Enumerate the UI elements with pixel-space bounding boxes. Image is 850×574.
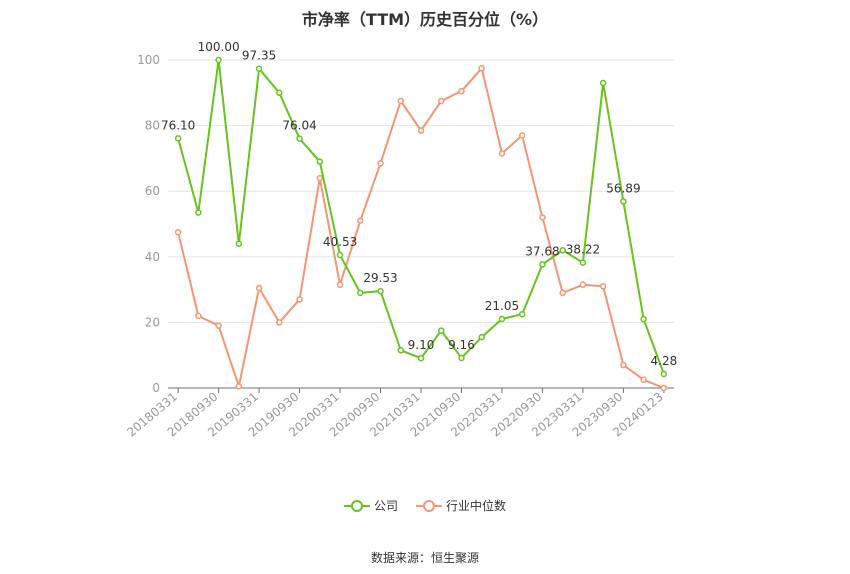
data-label: 56.89 <box>606 181 640 195</box>
legend: 公司 行业中位数 <box>0 497 850 514</box>
source-note: 数据来源：恒生聚源 <box>370 551 479 565</box>
data-label: 76.10 <box>161 118 195 132</box>
y-tick-label: 80 <box>145 119 160 133</box>
data-point <box>518 310 526 318</box>
data-point <box>174 228 182 236</box>
data-point <box>599 283 607 290</box>
data-point <box>599 79 607 87</box>
data-point <box>437 97 445 105</box>
data-label: 4.28 <box>651 354 678 368</box>
data-point <box>660 384 668 392</box>
y-tick-label: 0 <box>152 381 160 395</box>
chart-canvas: 0 20 40 60 80 100 201803312018093020190331201… <box>124 40 677 440</box>
data-point <box>559 289 566 297</box>
y-tick-label: 60 <box>145 184 160 198</box>
data-point <box>579 281 587 288</box>
data-point <box>518 132 526 139</box>
data-point <box>640 376 647 384</box>
data-point <box>215 56 222 64</box>
data-point <box>255 284 263 292</box>
data-point <box>620 198 627 205</box>
data-point <box>357 217 364 224</box>
data-point <box>478 64 485 72</box>
data-point <box>296 135 303 142</box>
data-point <box>559 246 566 254</box>
data-point <box>458 354 465 362</box>
data-point <box>195 209 202 216</box>
data-point <box>276 319 283 326</box>
data-point <box>174 135 182 142</box>
data-label: 9.10 <box>408 338 435 352</box>
data-point <box>397 347 405 354</box>
data-label: 9.16 <box>448 338 475 352</box>
y-tick-label: 40 <box>145 250 160 264</box>
legend-label-company: 公司 <box>373 499 398 513</box>
data-point <box>336 281 344 288</box>
data-label: 37.68 <box>525 244 559 258</box>
legend-swatch-industry <box>416 499 442 512</box>
data-label: 29.53 <box>363 271 397 285</box>
data-point <box>417 354 425 362</box>
data-point <box>235 383 243 390</box>
data-label: 38.22 <box>566 243 600 257</box>
data-point <box>660 370 668 378</box>
data-point <box>417 127 425 134</box>
data-point <box>235 240 243 247</box>
data-point <box>195 312 202 320</box>
data-point <box>336 251 344 259</box>
data-point <box>316 174 324 182</box>
data-point <box>397 97 405 105</box>
data-point <box>579 259 587 266</box>
data-label: 21.05 <box>485 299 519 313</box>
y-tick-label: 20 <box>145 315 160 329</box>
data-point <box>458 87 465 95</box>
x-axis: 2018033120180930201903312019093020200331… <box>124 387 674 440</box>
data-point <box>539 261 546 268</box>
data-label: 76.04 <box>282 119 316 133</box>
data-label: 40.53 <box>323 235 357 249</box>
data-point <box>437 327 445 334</box>
y-tick-label: 100 <box>137 53 160 67</box>
data-point <box>296 296 303 303</box>
data-point <box>640 315 647 323</box>
series-industry <box>174 64 668 392</box>
data-point <box>539 214 546 221</box>
data-point <box>498 315 506 323</box>
data-point <box>316 158 324 165</box>
data-point <box>377 160 384 167</box>
data-point <box>255 65 263 72</box>
data-point <box>498 150 506 157</box>
chart-title: 市净率（TTM）历史百分位（%） <box>301 10 549 29</box>
data-point <box>377 287 384 295</box>
legend-item-company[interactable]: 公司 <box>343 497 398 514</box>
data-point <box>276 89 283 97</box>
data-point <box>357 289 364 297</box>
data-label: 97.35 <box>242 49 276 63</box>
data-point <box>620 361 627 369</box>
legend-label-industry: 行业中位数 <box>446 499 507 513</box>
legend-item-industry[interactable]: 行业中位数 <box>416 497 506 514</box>
data-point <box>478 333 485 341</box>
series-company <box>174 56 668 378</box>
y-axis-labels: 0 20 40 60 80 100 <box>137 53 160 395</box>
data-label: 100.00 <box>198 40 240 54</box>
legend-swatch-company <box>343 499 370 512</box>
data-point <box>215 322 222 329</box>
